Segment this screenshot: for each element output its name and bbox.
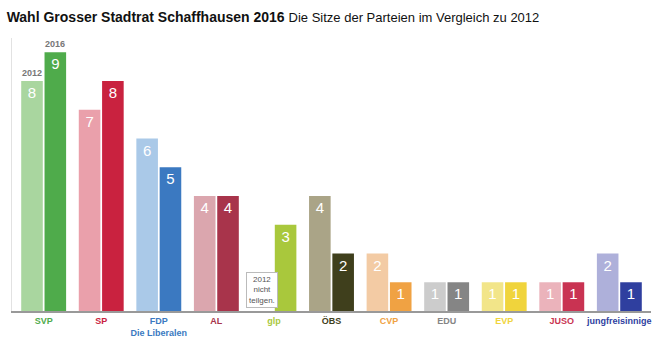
svg-text:1: 1 <box>627 285 635 302</box>
svg-text:1: 1 <box>569 285 577 302</box>
svg-text:2: 2 <box>373 257 381 274</box>
svg-text:2012nichtteilgen.: 2012nichtteilgen. <box>249 275 275 305</box>
svg-text:1: 1 <box>546 285 554 302</box>
svg-text:CVP: CVP <box>380 316 399 326</box>
svg-text:2: 2 <box>604 257 612 274</box>
svg-text:FDPDie Liberalen: FDPDie Liberalen <box>131 316 188 338</box>
svg-text:8: 8 <box>28 84 36 101</box>
svg-text:Wahl Grosser Stadtrat Schaffha: Wahl Grosser Stadtrat Schaffhausen 2016 … <box>7 9 540 25</box>
svg-text:2016: 2016 <box>45 39 65 49</box>
svg-text:1: 1 <box>431 285 439 302</box>
svg-text:glp: glp <box>267 316 281 326</box>
svg-text:EDU: EDU <box>437 316 456 326</box>
svg-text:AL: AL <box>210 316 222 326</box>
svg-text:7: 7 <box>85 113 93 130</box>
svg-text:jungfreisinnige: jungfreisinnige <box>586 316 652 326</box>
svg-text:4: 4 <box>201 199 209 216</box>
svg-text:2: 2 <box>339 257 347 274</box>
svg-text:SVP: SVP <box>35 316 53 326</box>
svg-text:SP: SP <box>95 316 107 326</box>
svg-text:4: 4 <box>224 199 232 216</box>
svg-text:6: 6 <box>143 142 151 159</box>
svg-text:1: 1 <box>512 285 520 302</box>
svg-text:2012: 2012 <box>22 68 42 78</box>
svg-text:1: 1 <box>454 285 462 302</box>
svg-text:1: 1 <box>488 285 496 302</box>
svg-text:9: 9 <box>51 55 59 72</box>
svg-text:8: 8 <box>109 84 117 101</box>
svg-text:5: 5 <box>166 170 174 187</box>
svg-text:JUSO: JUSO <box>550 316 575 326</box>
svg-text:3: 3 <box>281 228 289 245</box>
svg-text:EVP: EVP <box>495 316 513 326</box>
svg-text:1: 1 <box>397 285 405 302</box>
svg-text:4: 4 <box>316 199 324 216</box>
svg-text:ÖBS: ÖBS <box>322 316 342 326</box>
